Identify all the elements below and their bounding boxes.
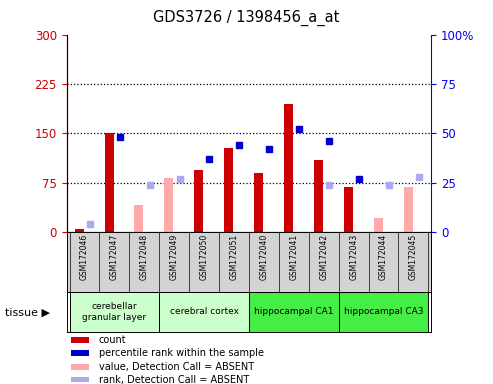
Text: tissue ▶: tissue ▶ [5,307,50,317]
Text: GSM172051: GSM172051 [230,234,239,280]
Text: GSM172047: GSM172047 [110,234,119,280]
Text: GSM172044: GSM172044 [379,234,388,280]
Bar [70,377,89,383]
Text: GSM172049: GSM172049 [170,234,178,280]
Text: cerebellar
granular layer: cerebellar granular layer [82,302,146,322]
Bar [224,148,233,232]
Text: GSM172041: GSM172041 [289,234,298,280]
Bar [135,205,143,232]
Text: GSM172042: GSM172042 [319,234,328,280]
Bar [194,170,203,232]
Text: cerebral cortex: cerebral cortex [170,308,239,316]
Bar [105,134,113,232]
Text: GSM172045: GSM172045 [409,234,418,280]
Bar [74,229,84,232]
Text: hippocampal CA3: hippocampal CA3 [344,308,423,316]
Text: GSM172046: GSM172046 [80,234,89,280]
Text: value, Detection Call = ABSENT: value, Detection Call = ABSENT [99,362,254,372]
Bar [344,187,352,232]
Bar [404,187,413,232]
Text: GSM172043: GSM172043 [349,234,358,280]
Bar [70,292,159,332]
Text: hippocampal CA1: hippocampal CA1 [254,308,334,316]
Text: GSM172050: GSM172050 [200,234,209,280]
Bar [374,218,383,232]
Bar [70,364,89,369]
Text: GDS3726 / 1398456_a_at: GDS3726 / 1398456_a_at [153,10,340,26]
Text: GSM172048: GSM172048 [140,234,149,280]
Text: count: count [99,335,127,345]
Bar [70,350,89,356]
Bar [70,337,89,343]
Bar [254,173,263,232]
Bar [164,178,174,232]
Text: rank, Detection Call = ABSENT: rank, Detection Call = ABSENT [99,375,249,384]
Text: percentile rank within the sample: percentile rank within the sample [99,348,264,358]
Bar [284,104,293,232]
Bar [339,292,428,332]
Bar [159,292,249,332]
Bar [249,292,339,332]
Bar [314,160,323,232]
Text: GSM172040: GSM172040 [259,234,268,280]
